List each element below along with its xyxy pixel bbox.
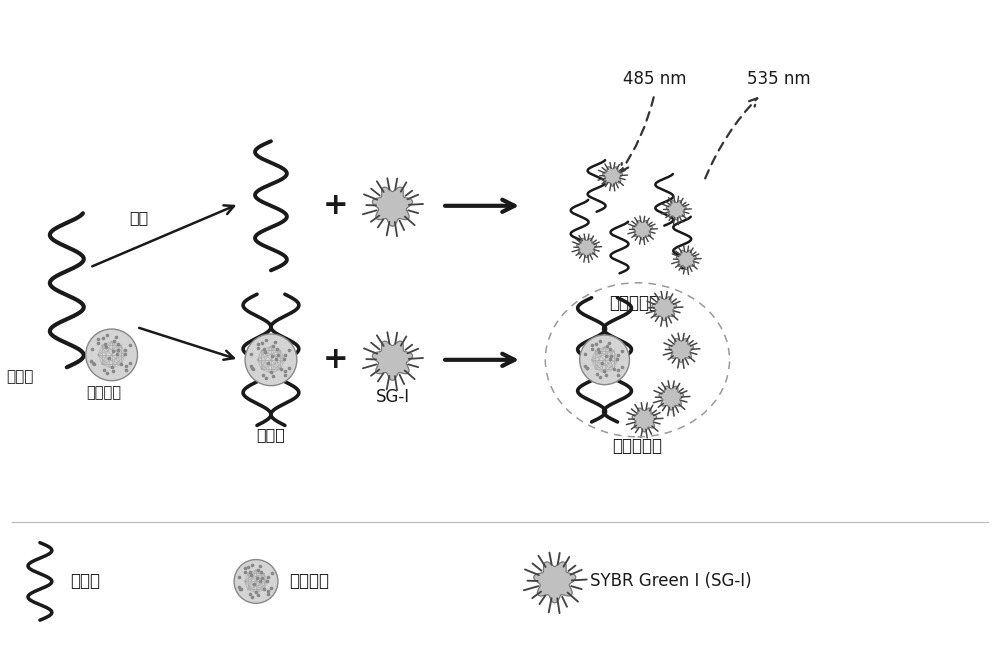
Circle shape [580, 335, 629, 384]
Polygon shape [534, 562, 576, 602]
Polygon shape [652, 297, 676, 321]
Polygon shape [603, 167, 622, 186]
Polygon shape [676, 250, 696, 269]
Text: 485 nm: 485 nm [623, 70, 686, 88]
Circle shape [234, 559, 278, 603]
Polygon shape [577, 238, 596, 257]
Text: 适配体: 适配体 [6, 369, 33, 384]
Text: 奈替米星: 奈替米星 [289, 573, 329, 591]
Polygon shape [372, 187, 412, 226]
Text: SG-I: SG-I [375, 388, 410, 406]
Text: 奈替米星: 奈替米星 [86, 385, 121, 400]
Polygon shape [666, 201, 686, 220]
Polygon shape [633, 221, 652, 239]
Polygon shape [632, 408, 657, 432]
Text: 空白: 空白 [130, 210, 149, 225]
Text: +: + [323, 345, 349, 374]
Polygon shape [669, 338, 693, 362]
Circle shape [86, 329, 138, 380]
Text: 535 nm: 535 nm [747, 70, 811, 88]
Text: 荧光：打开: 荧光：打开 [609, 294, 659, 312]
Text: SYBR Green I (SG-I): SYBR Green I (SG-I) [590, 573, 751, 591]
Circle shape [245, 334, 297, 386]
Polygon shape [372, 341, 412, 380]
Text: +: + [323, 192, 349, 220]
Polygon shape [659, 386, 683, 410]
Text: 适配体: 适配体 [70, 573, 100, 591]
Text: 复合物: 复合物 [257, 427, 285, 442]
Text: 荧光：关闭: 荧光：关闭 [612, 438, 662, 456]
